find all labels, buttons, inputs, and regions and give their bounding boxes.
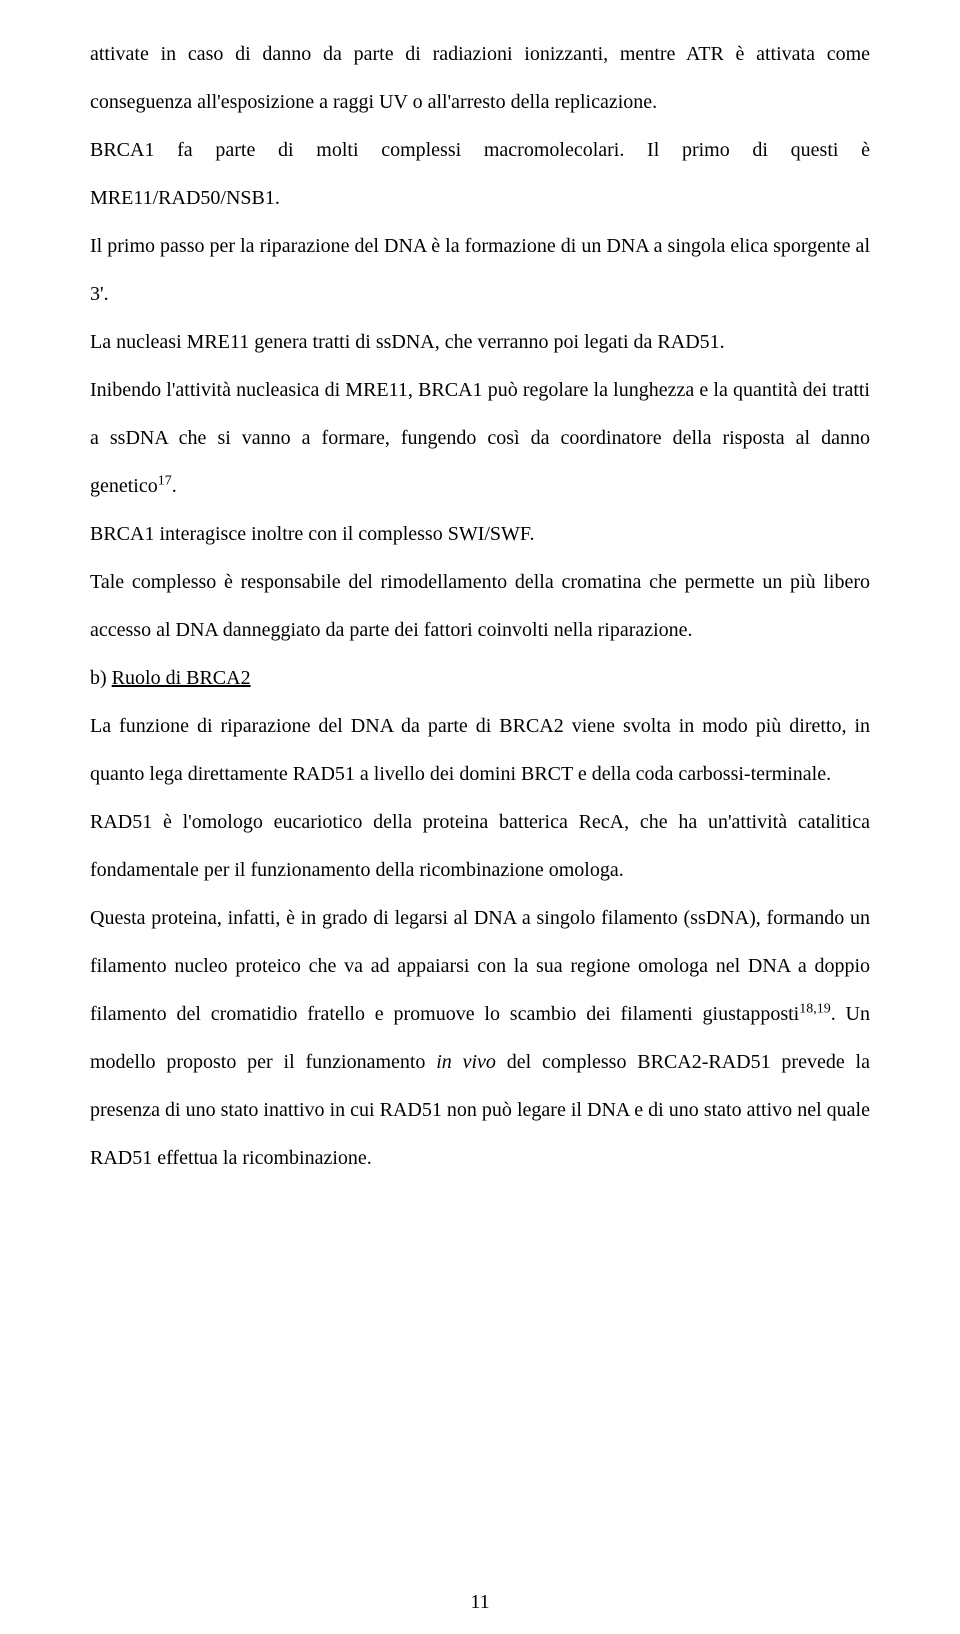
superscript-ref: 17: [158, 473, 172, 488]
paragraph: attivate in caso di danno da parte di ra…: [90, 30, 870, 126]
paragraph: Questa proteina, infatti, è in grado di …: [90, 894, 870, 1182]
paragraph: RAD51 è l'omologo eucariotico della prot…: [90, 798, 870, 894]
section-title: Ruolo di BRCA2: [112, 667, 251, 689]
document-body: attivate in caso di danno da parte di ra…: [90, 30, 870, 1182]
paragraph-text: Inibendo l'attività nucleasica di MRE11,…: [90, 379, 870, 497]
section-label: b): [90, 667, 112, 689]
page-number: 11: [0, 1591, 960, 1614]
superscript-ref: 18,19: [799, 1001, 831, 1016]
section-heading: b) Ruolo di BRCA2: [90, 654, 870, 702]
paragraph: La nucleasi MRE11 genera tratti di ssDNA…: [90, 318, 870, 366]
paragraph-text: Questa proteina, infatti, è in grado di …: [90, 907, 870, 1025]
paragraph: La funzione di riparazione del DNA da pa…: [90, 702, 870, 798]
paragraph: Il primo passo per la riparazione del DN…: [90, 222, 870, 318]
paragraph: Tale complesso è responsabile del rimode…: [90, 558, 870, 654]
paragraph: BRCA1 fa parte di molti complessi macrom…: [90, 126, 870, 222]
italic-text: in vivo: [436, 1051, 496, 1073]
paragraph: Inibendo l'attività nucleasica di MRE11,…: [90, 366, 870, 510]
paragraph: BRCA1 interagisce inoltre con il comples…: [90, 510, 870, 558]
paragraph-text: .: [172, 475, 177, 497]
